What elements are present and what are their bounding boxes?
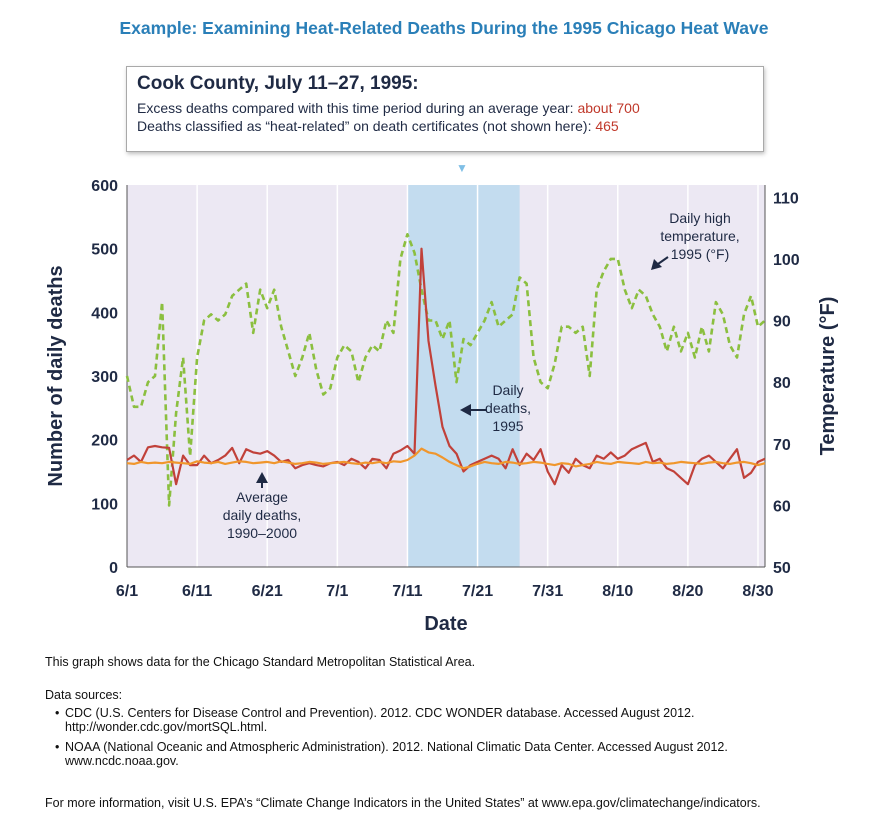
more-info-text: For more information, visit U.S. EPA’s “…: [45, 796, 761, 810]
annotation-avg-line1: Average: [236, 489, 288, 505]
x-tick-label: 6/21: [252, 583, 283, 600]
vertical-gridlines: [196, 185, 759, 567]
x-tick-label: 7/11: [392, 583, 422, 600]
source-cdc: CDC (U.S. Centers for Disease Control an…: [55, 706, 865, 734]
source-noaa: NOAA (National Oceanic and Atmospheric A…: [55, 740, 865, 768]
callout-pointer-icon: ▼: [456, 161, 468, 175]
x-axis-ticks: 6/1 6/11 6/21 7/1 7/11 7/21 7/31 8/10 8/20 8/30: [116, 583, 774, 600]
x-tick-label: 7/1: [326, 583, 348, 600]
arrowhead-average-deaths-icon: [256, 472, 268, 483]
y2-tick-label: 100: [773, 252, 800, 269]
heat-related-value: 465: [595, 118, 619, 134]
data-sources-list: CDC (U.S. Centers for Disease Control an…: [45, 706, 865, 768]
series-daily-deaths-line: [126, 247, 766, 486]
footer-note: This graph shows data for the Chicago St…: [45, 655, 476, 669]
data-sources-heading: Data sources:: [45, 688, 123, 702]
source-cdc-text: CDC (U.S. Centers for Disease Control an…: [65, 706, 695, 720]
annotation-daily-line3: 1995: [492, 418, 523, 434]
annotation-temp-line2: temperature,: [660, 228, 739, 244]
arrowhead-daily-deaths-icon: [460, 404, 471, 416]
y-tick-label: 100: [91, 496, 118, 513]
excess-label: Excess deaths compared with this time pe…: [137, 100, 578, 116]
x-tick-label: 7/21: [462, 583, 493, 600]
chart-title: Example: Examining Heat-Related Deaths D…: [119, 18, 769, 38]
callout-heading: Cook County, July 11–27, 1995:: [137, 73, 419, 94]
x-tick-label: 8/20: [672, 583, 703, 600]
x-axis-label: Date: [424, 613, 467, 635]
heat-deaths-chart: 0 100 200 300 400 500 600 50 60 70 80 90 100 110 6/1…: [45, 178, 839, 635]
y-tick-label: 200: [91, 433, 118, 450]
arrowhead-temperature-icon: [651, 259, 662, 270]
y2-tick-label: 70: [773, 437, 791, 454]
callout-line-heat-related: Deaths classified as “heat-related” on d…: [137, 118, 753, 134]
annotation-temp-line3: 1995 (°F): [671, 246, 730, 262]
right-axis-ticks: 50 60 70 80 90 100 110: [773, 190, 800, 577]
x-tick-label: 7/31: [532, 583, 563, 600]
x-tick-label: 8/10: [602, 583, 633, 600]
excess-value: about 700: [577, 100, 640, 116]
annotation-daily-line1: Daily: [492, 382, 523, 398]
data-sources: Data sources: CDC (U.S. Centers for Dise…: [45, 688, 865, 774]
series-temperature-line: [125, 233, 766, 507]
source-noaa-text: NOAA (National Oceanic and Atmospheric A…: [65, 740, 728, 754]
arrow-to-temperature-icon: [657, 256, 669, 265]
y2-tick-label: 90: [773, 314, 791, 331]
annotation-avg-line2: daily deaths,: [223, 507, 302, 523]
x-tick-label: 8/30: [742, 583, 773, 600]
left-axis-ticks: 0 100 200 300 400 500 600: [91, 178, 118, 577]
y-tick-label: 400: [91, 305, 118, 322]
source-cdc-link[interactable]: http://wonder.cdc.gov/mortSQL.html.: [65, 720, 268, 734]
annotation-temperature: Daily high temperature, 1995 (°F): [660, 210, 739, 262]
y-axis-label: Number of daily deaths: [45, 265, 67, 486]
x-tick-label: 6/11: [182, 583, 212, 600]
source-noaa-link[interactable]: www.ncdc.noaa.gov.: [65, 754, 179, 768]
y2-tick-label: 80: [773, 375, 791, 392]
y-tick-label: 500: [91, 242, 118, 259]
heat-wave-highlight: [407, 185, 520, 567]
y2-tick-label: 110: [773, 190, 799, 207]
callout-line-excess: Excess deaths compared with this time pe…: [137, 100, 753, 116]
annotation-daily-line2: deaths,: [485, 400, 531, 416]
heat-related-label: Deaths classified as “heat-related” on d…: [137, 118, 596, 134]
series-average-deaths-line: [126, 447, 766, 470]
y-tick-label: 300: [91, 369, 118, 386]
annotation-daily-deaths: Daily deaths, 1995: [485, 382, 531, 434]
summary-callout: Cook County, July 11–27, 1995: Excess de…: [126, 66, 764, 152]
annotation-average-deaths: Average daily deaths, 1990–2000: [223, 489, 302, 541]
y-tick-label: 600: [91, 178, 118, 195]
y2-axis-label: Temperature (°F): [817, 297, 839, 456]
x-tick-label: 6/1: [116, 583, 138, 600]
y-tick-label: 0: [109, 560, 118, 577]
annotation-avg-line3: 1990–2000: [227, 525, 297, 541]
y2-tick-label: 50: [773, 560, 791, 577]
series-lines: [125, 233, 766, 507]
annotation-temp-line1: Daily high: [669, 210, 730, 226]
y2-tick-label: 60: [773, 498, 791, 515]
